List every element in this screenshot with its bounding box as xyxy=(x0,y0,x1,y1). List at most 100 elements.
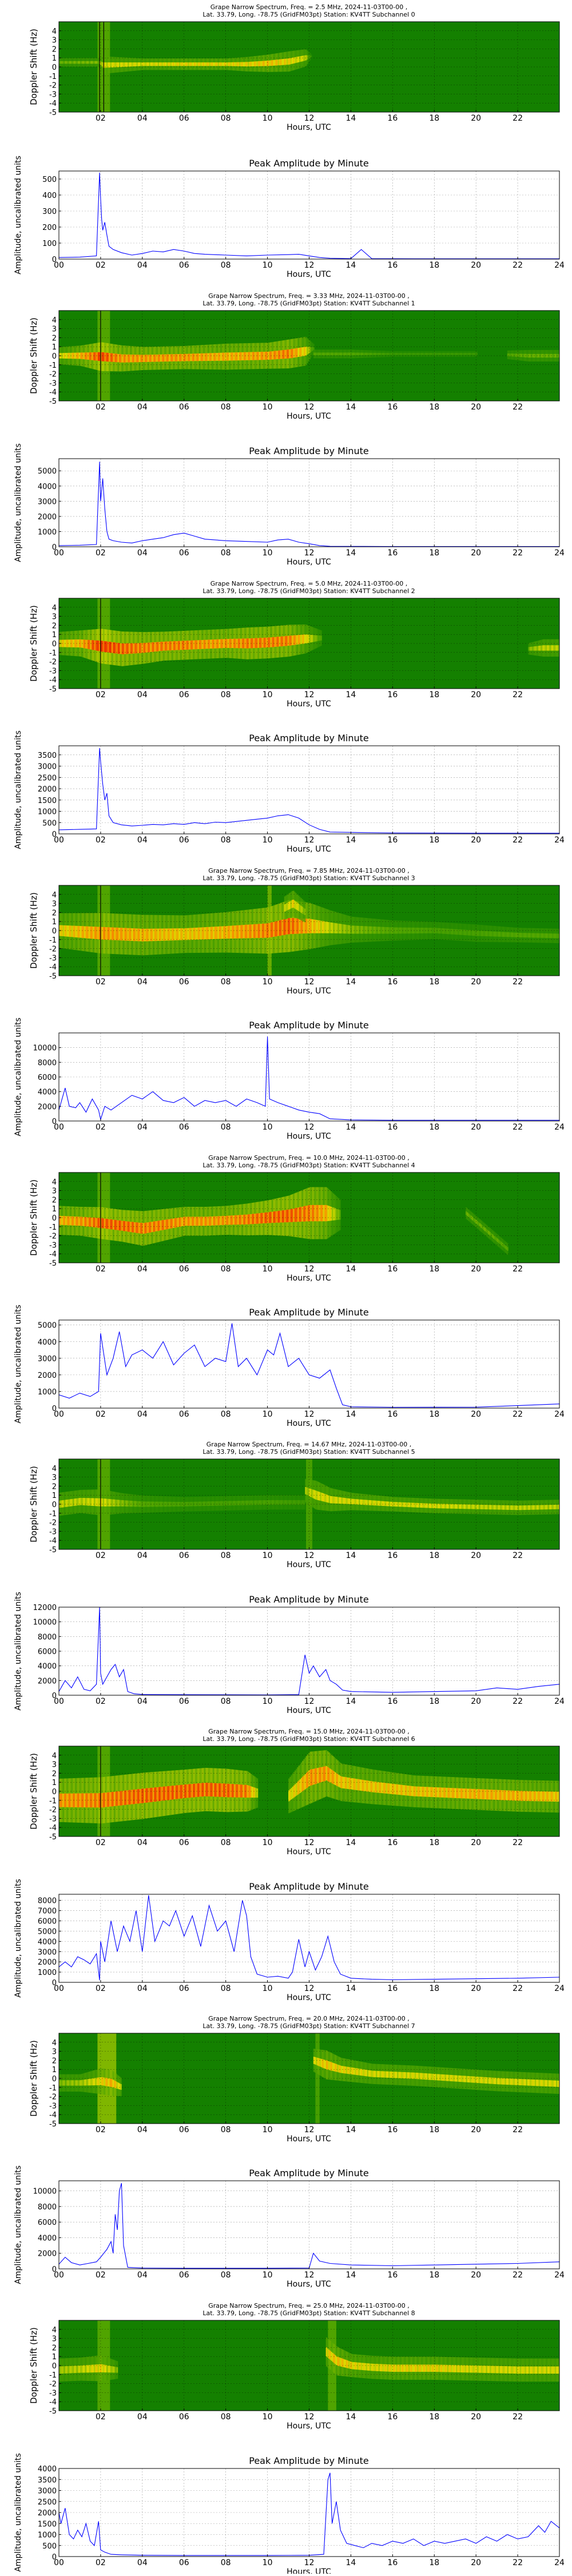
x-tick-label: 08 xyxy=(221,977,231,987)
y-tick-label: 3500 xyxy=(38,752,57,760)
x-tick-label: 24 xyxy=(554,1410,565,1419)
x-tick-label: 04 xyxy=(137,690,148,699)
x-tick-label: 04 xyxy=(137,836,148,845)
x-tick-label: 10 xyxy=(263,690,273,699)
x-tick-label: 04 xyxy=(137,1551,148,1560)
amplitude-title: Peak Amplitude by Minute xyxy=(249,1307,369,1318)
x-tick-label: 14 xyxy=(346,1123,356,1132)
x-tick-label: 02 xyxy=(96,836,106,845)
amplitude-title: Peak Amplitude by Minute xyxy=(249,1594,369,1605)
y-tick-label: 1000 xyxy=(38,528,57,536)
y-tick-label: -2 xyxy=(49,658,57,667)
y-tick-label: -1 xyxy=(49,1223,57,1232)
y-tick-label: 0 xyxy=(52,830,57,839)
x-tick-label: 18 xyxy=(429,548,439,558)
y-tick-label: 2500 xyxy=(38,774,57,782)
x-tick-label: 22 xyxy=(513,261,523,270)
y-tick-label: -3 xyxy=(49,1528,57,1536)
x-tick-label: 12 xyxy=(304,1697,315,1706)
x-axis-label: Hours, UTC xyxy=(287,699,331,709)
y-tick-label: 2 xyxy=(52,1482,57,1491)
y-tick-label: 8000 xyxy=(38,1633,57,1641)
y-tick-label: -5 xyxy=(49,972,57,981)
x-tick-label: 14 xyxy=(346,114,356,123)
y-tick-label: 4 xyxy=(52,1465,57,1473)
spectrum-title: Grape Narrow Spectrum, Freq. = 5.0 MHz, … xyxy=(210,580,408,587)
y-axis-label: Doppler Shift (Hz) xyxy=(29,605,39,682)
y-tick-label: 0 xyxy=(52,1692,57,1700)
x-tick-label: 02 xyxy=(96,1697,106,1706)
y-tick-label: 1000 xyxy=(38,808,57,817)
x-tick-label: 20 xyxy=(471,1410,481,1419)
y-tick-label: 10000 xyxy=(33,1044,57,1053)
x-tick-label: 24 xyxy=(554,1123,565,1132)
x-tick-label: 08 xyxy=(221,261,231,270)
x-tick-label: 20 xyxy=(471,548,481,558)
y-tick-label: 1 xyxy=(52,343,57,352)
spectrogram-core xyxy=(257,1788,259,1798)
y-tick-label: 0 xyxy=(52,1501,57,1509)
y-tick-label: 4 xyxy=(52,604,57,613)
y-tick-label: 4 xyxy=(52,891,57,900)
x-tick-label: 12 xyxy=(304,836,315,845)
spectrum-title: Grape Narrow Spectrum, Freq. = 2.5 MHz, … xyxy=(210,3,408,11)
x-tick-label: 10 xyxy=(263,1410,273,1419)
x-tick-label: 18 xyxy=(429,836,439,845)
x-tick-label: 08 xyxy=(221,1123,231,1132)
y-tick-label: 500 xyxy=(42,819,57,828)
amplitude-title: Peak Amplitude by Minute xyxy=(249,446,369,456)
y-tick-label: 0 xyxy=(52,1118,57,1126)
x-tick-label: 06 xyxy=(179,1123,189,1132)
y-tick-label: 10000 xyxy=(33,1619,57,1627)
x-tick-label: 02 xyxy=(96,690,106,699)
x-tick-label: 08 xyxy=(221,836,231,845)
y-tick-label: 1 xyxy=(52,918,57,927)
x-tick-label: 16 xyxy=(387,836,398,845)
x-tick-label: 16 xyxy=(387,403,398,412)
y-axis-label: Amplitude, uncalibrated units xyxy=(14,1592,23,1711)
x-tick-label: 12 xyxy=(304,403,315,412)
spectrum-subtitle: Lat. 33.79, Long. -78.75 (GridFM03pt) St… xyxy=(202,11,415,18)
spectrogram-core xyxy=(320,635,322,640)
y-axis-label: Amplitude, uncalibrated units xyxy=(14,1305,23,1424)
x-tick-label: 02 xyxy=(96,1551,106,1560)
y-tick-label: -3 xyxy=(49,90,57,99)
y-tick-label: 3 xyxy=(52,325,57,334)
spectrogram-core xyxy=(311,55,312,57)
x-tick-label: 06 xyxy=(179,548,189,558)
y-tick-label: 4 xyxy=(52,1178,57,1187)
x-tick-label: 02 xyxy=(96,114,106,123)
x-axis-label: Hours, UTC xyxy=(287,1419,331,1428)
y-tick-label: 2000 xyxy=(38,1372,57,1380)
x-tick-label: 06 xyxy=(179,690,189,699)
x-tick-label: 18 xyxy=(429,1410,439,1419)
x-tick-label: 02 xyxy=(96,261,106,270)
x-tick-label: 14 xyxy=(346,1265,356,1274)
doppler-spectrogram: Grape Narrow Spectrum, Freq. = 2.5 MHz, … xyxy=(29,3,559,132)
x-axis-label: Hours, UTC xyxy=(287,1706,331,1715)
x-tick-label: 20 xyxy=(471,977,481,987)
x-tick-label: 20 xyxy=(471,114,481,123)
x-tick-label: 18 xyxy=(429,261,439,270)
x-tick-label: 16 xyxy=(387,1123,398,1132)
y-tick-label: 4 xyxy=(52,27,57,36)
y-axis-label: Amplitude, uncalibrated units xyxy=(14,1017,23,1136)
x-tick-label: 16 xyxy=(387,1265,398,1274)
y-tick-label: -5 xyxy=(49,685,57,694)
y-tick-label: -4 xyxy=(49,1537,57,1545)
spectrogram-core xyxy=(339,1210,341,1220)
spectrum-subtitle: Lat. 33.79, Long. -78.75 (GridFM03pt) St… xyxy=(202,1162,415,1169)
y-tick-label: 0 xyxy=(52,640,57,649)
x-tick-label: 24 xyxy=(554,836,565,845)
x-tick-label: 12 xyxy=(304,1410,315,1419)
x-axis-label: Hours, UTC xyxy=(287,558,331,567)
doppler-spectrogram: Grape Narrow Spectrum, Freq. = 7.85 MHz,… xyxy=(29,867,561,996)
y-tick-label: -4 xyxy=(49,1250,57,1259)
x-tick-label: 18 xyxy=(429,1265,439,1274)
x-tick-label: 14 xyxy=(346,1697,356,1706)
x-tick-label: 14 xyxy=(346,977,356,987)
doppler-spectrogram: Grape Narrow Spectrum, Freq. = 3.33 MHz,… xyxy=(29,292,560,421)
